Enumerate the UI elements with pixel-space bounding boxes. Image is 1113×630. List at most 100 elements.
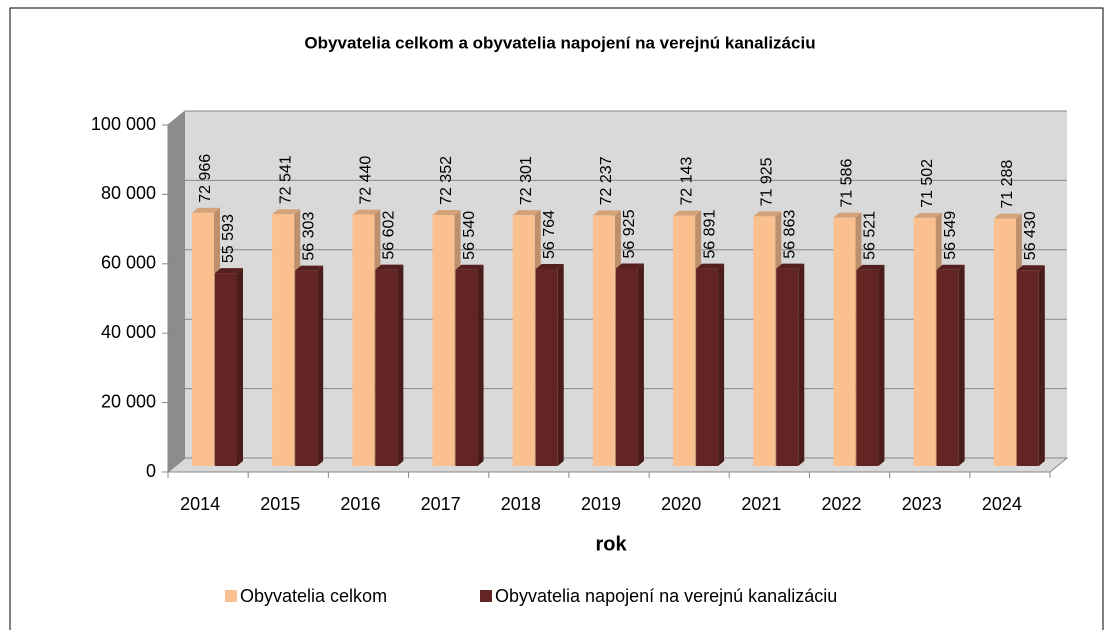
bar xyxy=(696,263,725,466)
side-wall xyxy=(168,111,185,472)
x-axis-title: rok xyxy=(595,533,627,555)
bar-face xyxy=(878,264,885,466)
grid-line xyxy=(167,249,186,265)
y-tick-label: 20 000 xyxy=(101,391,156,411)
x-tick-label: 2020 xyxy=(661,494,701,514)
bar-face xyxy=(718,263,725,466)
data-label: 71 925 xyxy=(758,157,775,206)
legend-swatch xyxy=(225,590,237,602)
data-label: 56 863 xyxy=(781,210,798,259)
legend-label: Obyvatelia napojení na verejnú kanalizác… xyxy=(495,586,837,606)
bar-face xyxy=(192,207,220,213)
bar xyxy=(215,268,243,466)
bar-face xyxy=(295,265,324,271)
bar xyxy=(455,264,484,466)
bar-face xyxy=(673,210,702,216)
bar-face xyxy=(776,268,799,466)
bar-face xyxy=(397,264,404,466)
bar-face xyxy=(936,269,959,466)
bar-face xyxy=(352,209,381,215)
bar-face xyxy=(317,265,324,466)
bar-face xyxy=(237,268,243,466)
bar-face xyxy=(833,217,856,466)
bar-face xyxy=(615,268,638,466)
bar-face xyxy=(432,214,455,466)
data-label: 72 541 xyxy=(277,155,294,204)
bar-face xyxy=(856,269,879,466)
bar-face xyxy=(455,264,484,270)
bar-face xyxy=(192,212,214,466)
data-label: 72 301 xyxy=(518,156,535,205)
data-label: 72 352 xyxy=(438,156,455,205)
x-tick-label: 2019 xyxy=(581,494,621,514)
bar-face xyxy=(512,210,541,216)
data-label: 56 891 xyxy=(701,210,718,259)
data-label: 56 602 xyxy=(381,211,398,260)
bar-face xyxy=(375,264,404,270)
data-label: 72 966 xyxy=(197,154,214,203)
bar-face xyxy=(1016,265,1045,271)
legend-swatch xyxy=(480,590,492,602)
x-tick-label: 2014 xyxy=(180,494,220,514)
x-tick-label: 2022 xyxy=(822,494,862,514)
data-label: 71 288 xyxy=(999,160,1016,209)
bar-face xyxy=(696,263,725,269)
data-label: 56 925 xyxy=(621,209,638,258)
grid-line xyxy=(167,388,186,403)
x-tick-label: 2015 xyxy=(260,494,300,514)
bar xyxy=(936,264,965,466)
bar-face xyxy=(295,270,318,466)
bar-face xyxy=(535,269,558,466)
x-tick-label: 2016 xyxy=(340,494,380,514)
grid-line xyxy=(167,180,186,195)
bar-face xyxy=(215,268,243,274)
chart-title: Obyvatelia celkom a obyvatelia napojení … xyxy=(304,33,815,52)
data-label: 71 586 xyxy=(839,159,856,208)
x-tick-label: 2023 xyxy=(902,494,942,514)
data-label: 56 764 xyxy=(541,210,558,259)
bar-face xyxy=(272,209,301,215)
bar xyxy=(295,265,324,466)
data-label: 71 502 xyxy=(919,159,936,208)
bar-face xyxy=(592,215,615,466)
bar-face xyxy=(272,214,295,466)
bar xyxy=(856,264,885,466)
bar xyxy=(375,264,404,466)
bar-face xyxy=(615,263,644,269)
bar-face xyxy=(936,264,965,270)
bar-face xyxy=(432,209,461,215)
y-tick-label: 100 000 xyxy=(91,114,156,134)
data-label: 72 237 xyxy=(598,156,615,205)
bar-face xyxy=(776,263,805,269)
y-tick-label: 60 000 xyxy=(101,253,156,273)
bar-face xyxy=(798,263,805,466)
data-label: 56 540 xyxy=(461,211,478,260)
data-label: 72 143 xyxy=(678,157,695,206)
bar-face xyxy=(1038,265,1045,466)
bar-face xyxy=(833,212,862,218)
bar-face xyxy=(637,263,644,466)
bar-face xyxy=(1016,270,1039,466)
bar xyxy=(1016,265,1045,466)
bar-face xyxy=(856,264,885,270)
data-label: 72 440 xyxy=(358,156,375,205)
data-label: 56 549 xyxy=(942,211,959,260)
x-tick-label: 2021 xyxy=(741,494,781,514)
y-tick-label: 40 000 xyxy=(101,322,156,342)
data-label: 56 303 xyxy=(300,212,317,261)
bar-face xyxy=(477,264,484,466)
bar xyxy=(776,263,805,466)
bar-face xyxy=(375,269,398,466)
grid-line xyxy=(167,318,186,334)
y-tick-label: 0 xyxy=(146,461,156,481)
bar-face xyxy=(753,211,782,217)
bar-face xyxy=(455,269,478,466)
bar-face xyxy=(512,215,535,466)
x-tick-label: 2024 xyxy=(982,494,1022,514)
bar-face xyxy=(215,273,237,466)
bar-face xyxy=(913,217,936,466)
x-tick-label: 2017 xyxy=(421,494,461,514)
legend-label: Obyvatelia celkom xyxy=(240,586,387,606)
bar-face xyxy=(753,216,776,466)
